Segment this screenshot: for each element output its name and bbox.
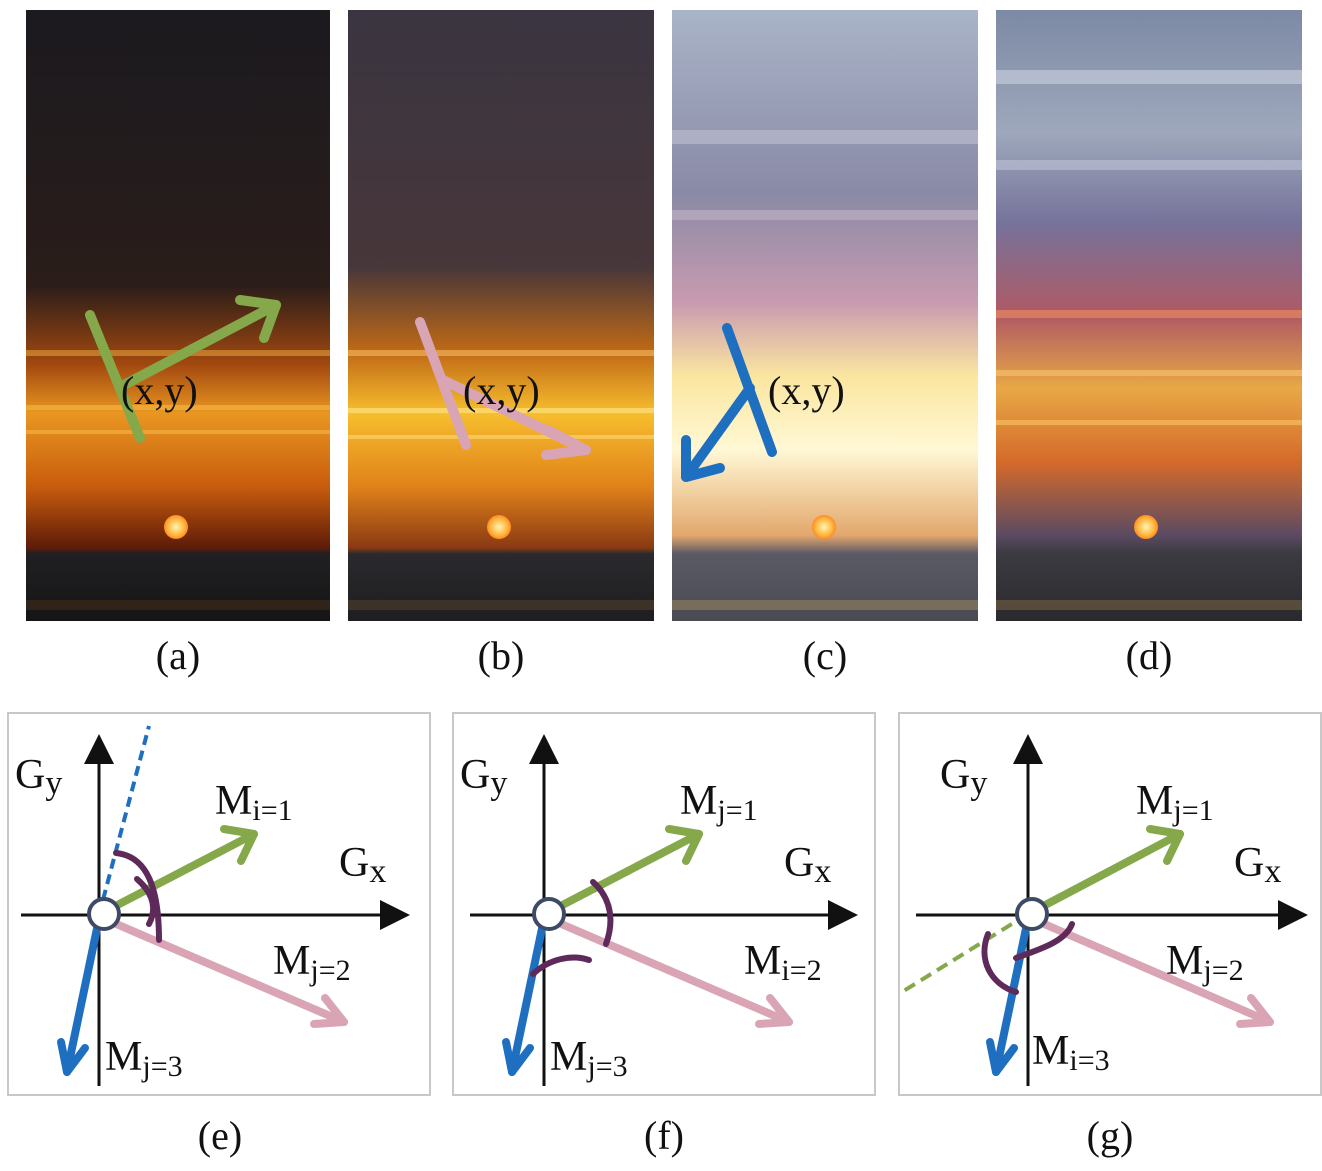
sun (812, 515, 836, 539)
vector-m1 (545, 830, 703, 916)
gx-label: G (784, 840, 815, 886)
caption-b: (b) (477, 633, 525, 678)
gx-label: G (339, 840, 370, 886)
angle-arc (590, 879, 614, 947)
vector-m3 (508, 915, 548, 1076)
dashed-reference-line (900, 912, 1030, 994)
gy-label: G (940, 752, 971, 798)
gx-label: G (1234, 840, 1265, 886)
vector-m3 (992, 915, 1032, 1076)
coord-label-c: (x,y) (768, 368, 845, 413)
coord-label-a: (x,y) (121, 368, 198, 413)
photo-b (348, 10, 654, 621)
gy-label: G (460, 752, 491, 798)
caption-d: (d) (1125, 633, 1173, 678)
m2-label: M (273, 938, 311, 984)
gradient-vector-a (85, 295, 281, 443)
caption-c: (c) (802, 633, 848, 678)
gradient-vector-c (681, 323, 777, 482)
vector-m1 (1028, 830, 1184, 916)
origin-point (87, 897, 121, 931)
gy-label: G (15, 752, 46, 798)
vector-m1 (100, 830, 258, 916)
origin-point (532, 897, 566, 931)
diagram-e: Gy Gx Mi=1 Mj=2 Mj=3 (7, 712, 431, 1096)
diagram-g: Gy Gx Mj=1 Mj=2 Mi=3 (898, 712, 1322, 1096)
photo-a (26, 10, 330, 621)
angle-arc (113, 850, 162, 943)
sun (164, 515, 188, 539)
coord-label-b: (x,y) (463, 368, 540, 413)
photo-c (672, 10, 978, 621)
caption-g: (g) (1086, 1113, 1134, 1158)
m2-label: M (744, 938, 782, 984)
m1-label: M (215, 778, 253, 824)
vector-m2 (1031, 916, 1274, 1026)
sun (1134, 515, 1158, 539)
m3-label: M (105, 1034, 143, 1080)
m3-label: M (550, 1034, 588, 1080)
dashed-reference-line (97, 725, 151, 916)
m3-label: M (1032, 1028, 1070, 1074)
vector-m2 (548, 916, 793, 1026)
photo-d (996, 10, 1302, 621)
caption-e: (e) (197, 1113, 243, 1158)
angle-arc (981, 931, 1019, 995)
origin-point (1015, 897, 1049, 931)
vector-m3 (63, 915, 103, 1076)
gradient-vector-b (415, 317, 591, 460)
caption-f: (f) (644, 1113, 684, 1158)
m1-label: M (1136, 778, 1174, 824)
m1-label: M (680, 778, 718, 824)
m2-label: M (1166, 938, 1204, 984)
vector-m2 (103, 916, 348, 1026)
caption-a: (a) (155, 633, 201, 678)
sun (487, 515, 511, 539)
diagram-f: Gy Gx Mj=1 Mi=2 Mj=3 (452, 712, 876, 1096)
